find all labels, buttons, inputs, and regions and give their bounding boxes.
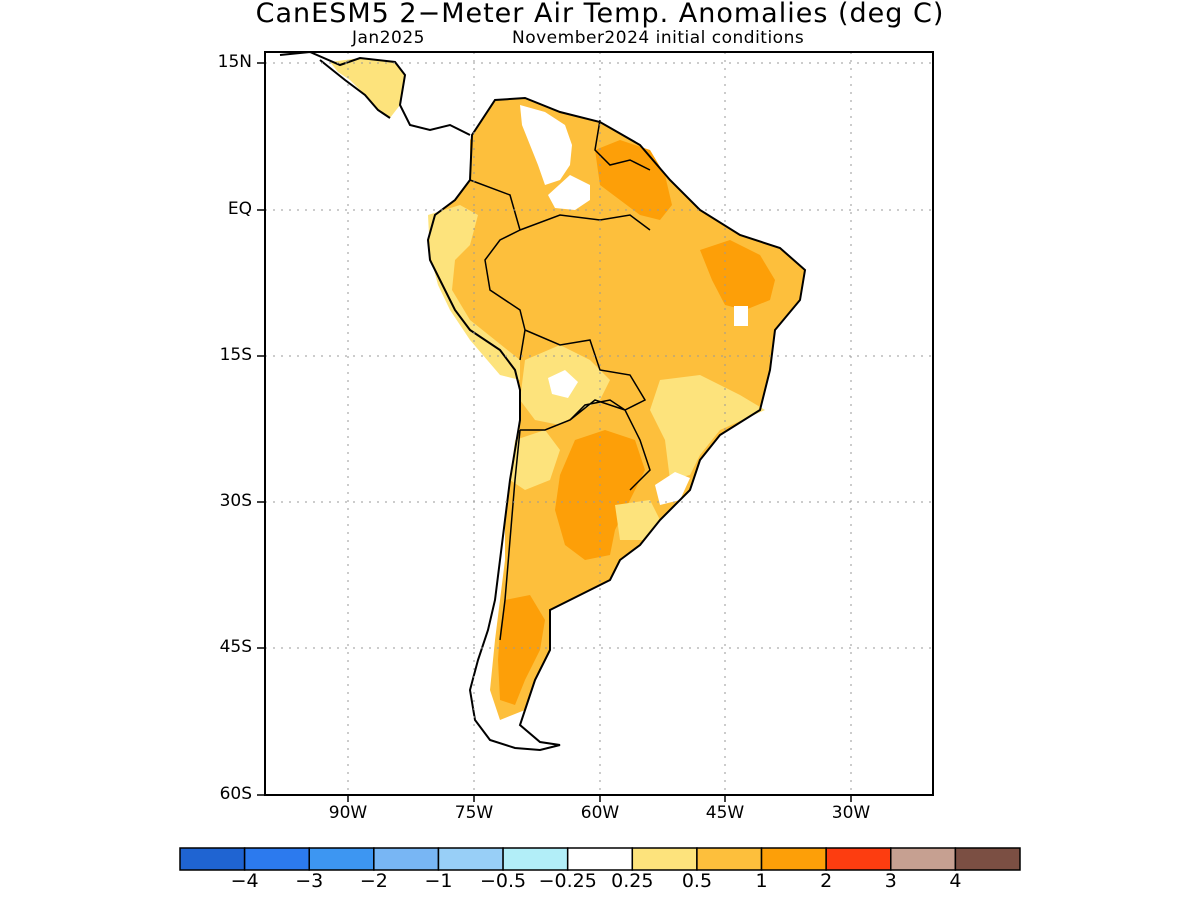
central-america-anomaly xyxy=(330,58,405,118)
south-brazil-neutral-anomaly xyxy=(655,472,690,505)
colorbar-swatch xyxy=(890,847,957,871)
colorbar-swatch xyxy=(502,847,569,871)
central-brazil-anomaly xyxy=(650,375,765,480)
map-frame xyxy=(264,51,934,796)
west-coast-anomaly xyxy=(428,205,520,380)
bolivia-neutral-anomaly xyxy=(548,370,578,398)
coastlines xyxy=(279,52,807,752)
colorbar-swatch xyxy=(760,847,827,871)
colorbar-label: 3 xyxy=(884,870,897,892)
central-america-coastline xyxy=(279,52,471,136)
forecast-month: Jan2025 xyxy=(352,28,425,48)
colorbar-swatch xyxy=(825,847,892,871)
colorbar-swatch xyxy=(437,847,504,871)
ne-brazil-warm-anomaly xyxy=(700,240,775,310)
x-tick-label: 90W xyxy=(328,803,368,823)
colorbar-swatch xyxy=(373,847,440,871)
axis-ticks xyxy=(257,62,852,802)
colorbar-label: −2 xyxy=(359,870,388,892)
colorbar-label: −1 xyxy=(424,870,453,892)
y-tick-label: 15S xyxy=(219,345,252,365)
x-tick-label: 75W xyxy=(454,803,494,823)
y-tick-label: 45S xyxy=(219,637,252,657)
uruguay-anomaly xyxy=(615,500,660,540)
colorbar-swatch xyxy=(954,847,1021,871)
colorbar-label: −0.5 xyxy=(479,870,527,892)
colorbar xyxy=(179,847,1021,871)
colorbar-swatch xyxy=(566,847,634,871)
colorbar-label: −3 xyxy=(295,870,324,892)
colorbar-label: 0.25 xyxy=(611,870,654,892)
x-tick-label: 45W xyxy=(705,803,745,823)
colorbar-swatch xyxy=(243,847,310,871)
y-tick-label: EQ xyxy=(227,199,252,219)
map-title: CanESM5 2−Meter Air Temp. Anomalies (deg… xyxy=(255,0,945,29)
y-tick-label: 15N xyxy=(217,52,252,72)
venezuela-neutral-anomaly xyxy=(548,175,590,210)
y-tick-label: 30S xyxy=(219,491,252,511)
x-tick-label: 60W xyxy=(580,803,620,823)
patagonia-warm-anomaly xyxy=(498,595,545,705)
colorbar-label: 1 xyxy=(755,870,768,892)
colorbar-label: −4 xyxy=(230,870,259,892)
colorbar-swatch xyxy=(631,847,698,871)
argentina-warm-anomaly xyxy=(555,430,645,560)
andes-neutral-anomaly xyxy=(520,105,572,185)
ne-brazil-neutral-spot xyxy=(734,306,748,326)
chile-strip-anomaly xyxy=(510,430,560,490)
initial-conditions-label: November2024 initial conditions xyxy=(512,28,805,48)
colorbar-swatch xyxy=(179,847,246,871)
colorbar-swatch xyxy=(696,847,763,871)
colorbar-label: 0.5 xyxy=(681,870,713,892)
colorbar-label: −0.25 xyxy=(538,870,597,892)
colorbar-swatch xyxy=(308,847,375,871)
y-tick-label: 60S xyxy=(219,784,252,804)
x-tick-label: 30W xyxy=(831,803,871,823)
colorbar-label: 4 xyxy=(949,870,962,892)
south-america-coastline xyxy=(426,96,807,752)
colorbar-label: 2 xyxy=(820,870,833,892)
